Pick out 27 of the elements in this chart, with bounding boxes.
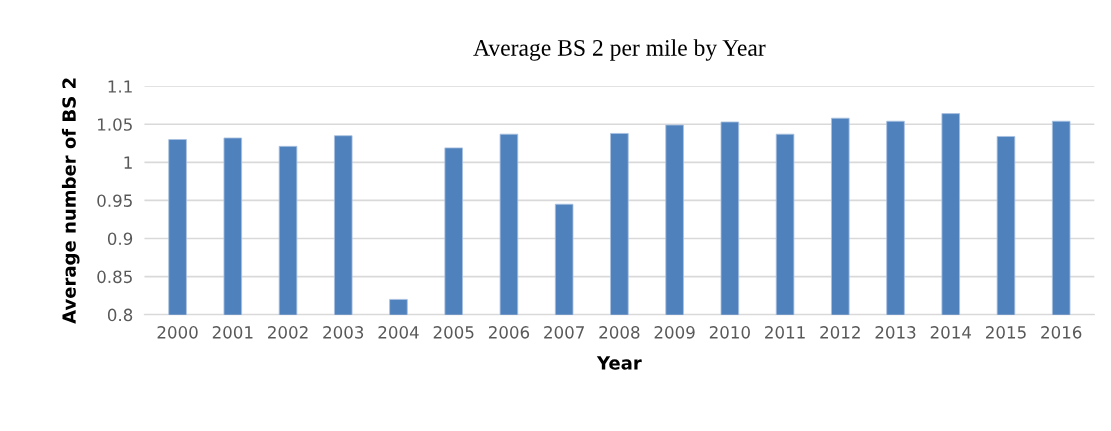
x-tick-label: 2008 (599, 326, 640, 339)
chart-title: Average BS 2 per mile by Year (473, 39, 766, 61)
x-tick-label: 2004 (378, 326, 419, 339)
y-tick-label: 1.05 (98, 118, 132, 131)
y-axis-title: Average number of BS 2 (61, 78, 80, 324)
x-tick-label: 2009 (654, 326, 695, 339)
x-tick-label: 2014 (930, 326, 972, 339)
x-tick-label: 2011 (765, 326, 805, 339)
y-tick-label: 0.8 (107, 308, 133, 322)
x-tick-label: 2001 (212, 326, 253, 339)
x-tick-label: 2012 (820, 326, 860, 339)
x-tick-label: 2005 (433, 326, 474, 339)
x-tick-label: 2010 (709, 326, 750, 339)
y-tick-label: 0.95 (97, 194, 132, 207)
y-tick-label: 1 (124, 156, 132, 169)
y-tick-label: 1.1 (108, 80, 132, 93)
y-tick-label: 0.9 (107, 232, 133, 246)
x-tick-label: 2013 (875, 326, 916, 339)
x-tick-label: 2007 (544, 326, 584, 339)
x-tick-label: 2015 (985, 326, 1026, 339)
x-axis-title: Year (596, 356, 642, 370)
y-tick-label: 0.85 (97, 270, 132, 284)
x-tick-label: 2006 (488, 326, 530, 339)
x-tick-label: 2000 (157, 326, 198, 339)
x-tick-label: 2003 (323, 326, 364, 339)
x-tick-label: 2016 (1041, 326, 1082, 339)
x-tick-label: 2002 (268, 326, 308, 339)
